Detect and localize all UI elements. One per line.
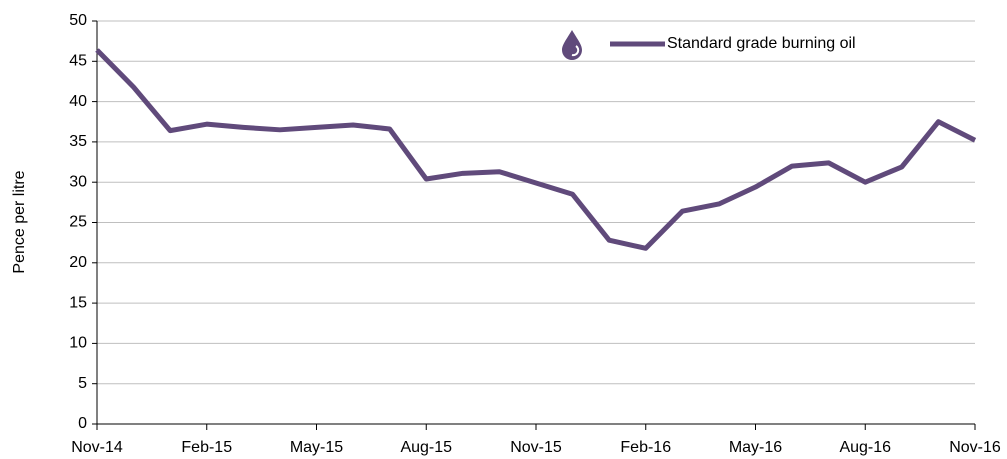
x-tick-label: Feb-16 [620, 439, 671, 456]
y-tick-label: 0 [78, 415, 87, 432]
y-tick-label: 45 [69, 53, 87, 70]
y-tick-label: 40 [69, 93, 87, 110]
y-tick-label: 20 [69, 254, 87, 271]
x-tick-label: Nov-16 [949, 439, 1001, 456]
y-tick-label: 25 [69, 214, 87, 231]
y-tick-label: 30 [69, 173, 87, 190]
x-tick-label: Aug-16 [839, 439, 891, 456]
legend-label: Standard grade burning oil [667, 35, 856, 52]
x-tick-label: May-15 [290, 439, 343, 456]
legend-icon-highlight [571, 45, 580, 57]
y-tick-label: 10 [69, 335, 87, 352]
y-tick-label: 35 [69, 133, 87, 150]
y-tick-label: 50 [69, 12, 87, 29]
y-axis-label: Pence per litre [11, 170, 28, 273]
x-tick-label: Nov-15 [510, 439, 562, 456]
y-tick-label: 5 [78, 375, 87, 392]
x-tick-label: May-16 [729, 439, 782, 456]
x-tick-label: Feb-15 [181, 439, 232, 456]
x-tick-label: Aug-15 [400, 439, 452, 456]
x-tick-label: Nov-14 [71, 439, 123, 456]
y-tick-label: 15 [69, 294, 87, 311]
line-series [95, 48, 977, 251]
